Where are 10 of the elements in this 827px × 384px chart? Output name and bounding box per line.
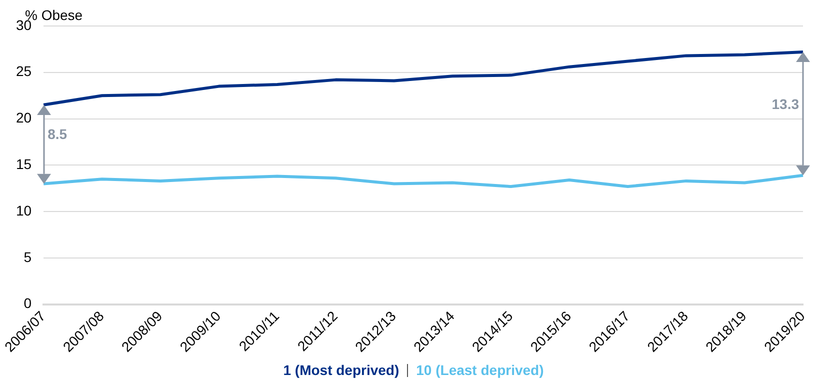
annotation: 13.3 <box>772 96 799 112</box>
text: 10 (Least deprived) <box>416 362 544 378</box>
y-tick-label: 10 <box>16 202 32 218</box>
y-tick-label: 0 <box>24 295 32 312</box>
y-tick-label: 20 <box>16 110 32 126</box>
text: 1 (Most deprived) <box>283 362 400 378</box>
y-tick-label: 15 <box>16 156 32 172</box>
y-tick-label: 5 <box>24 248 32 265</box>
annotation: 8.5 <box>48 126 68 142</box>
y-tick-label: 25 <box>16 63 32 80</box>
